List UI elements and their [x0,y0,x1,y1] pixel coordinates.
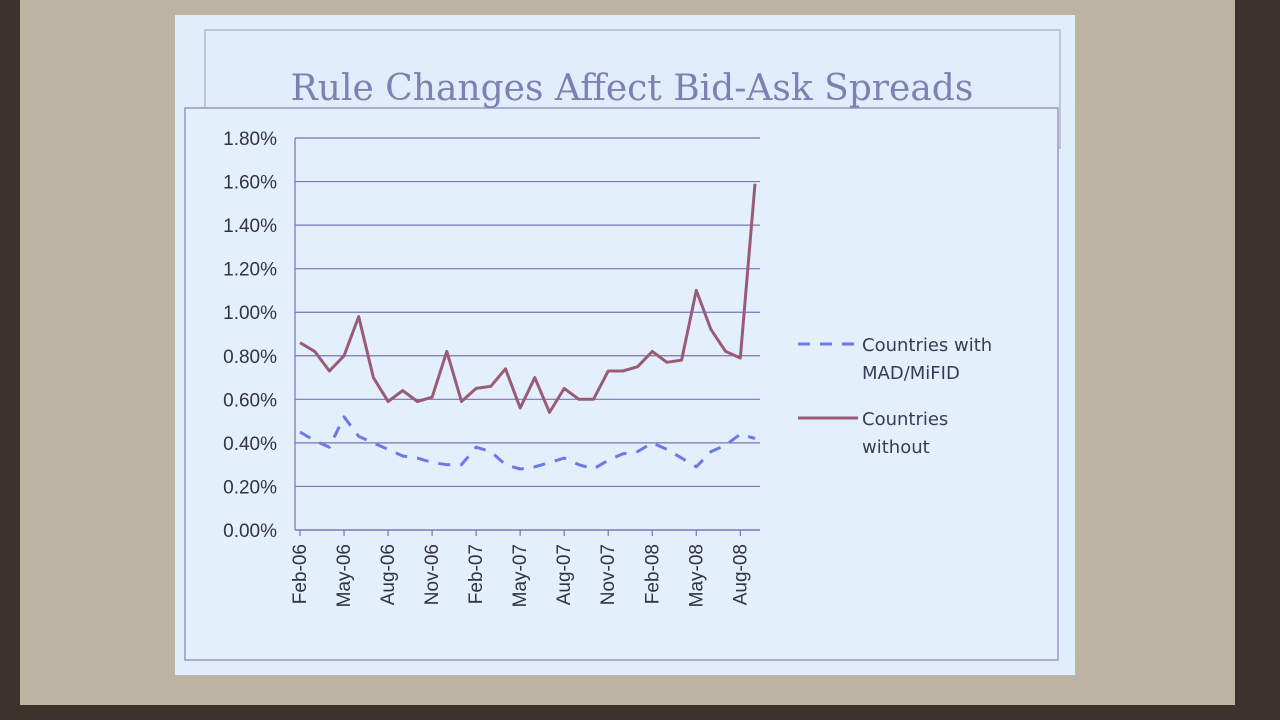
legend-text: Countries without MAD/MiFID [862,409,960,466]
x-tick-label: Feb-07 [466,544,487,604]
x-tick-label: May-06 [334,544,355,607]
x-tick-label: Aug-07 [554,544,575,605]
chart-frame [184,107,1059,661]
x-tick-label: May-08 [686,544,707,607]
y-tick-label: 0.80% [223,347,277,368]
chart-title: Rule Changes Affect Bid-Ask Spreads [291,68,974,109]
x-tick-label: Aug-06 [378,544,399,605]
y-tick-label: 0.60% [223,390,277,411]
legend: Countries with MAD/MiFID Countries withou… [798,335,993,466]
y-tick-label: 1.20% [223,260,277,281]
x-tick-label: Nov-06 [422,544,443,605]
x-tick-label: Nov-07 [598,544,619,605]
x-tick-label: Aug-08 [730,544,751,605]
y-tick-label: 0.00% [223,521,277,542]
plot-area: 0.00% 0.20% 0.40% 0.60% 0.80% 1.00% 1.20% 1.40%… [223,129,760,607]
y-tick-label: 1.60% [223,173,277,194]
y-tick-label: 1.80% [223,129,277,150]
x-tick-label: May-07 [510,544,531,607]
y-tick-label: 1.00% [223,303,277,324]
y-tick-label: 0.20% [223,477,277,498]
series-line [299,183,757,414]
x-tick-label: Feb-06 [290,544,311,604]
legend-label: Countries with MAD/MiFID [862,335,993,384]
y-tick-label: 1.40% [223,216,277,237]
legend-text: Countries with MAD/MiFID [862,335,993,384]
y-tick-label: 0.40% [223,434,277,455]
x-tick-label: Feb-08 [642,544,663,604]
legend-label: Countries without MAD/MiFID [862,409,960,466]
series-line [299,415,756,471]
